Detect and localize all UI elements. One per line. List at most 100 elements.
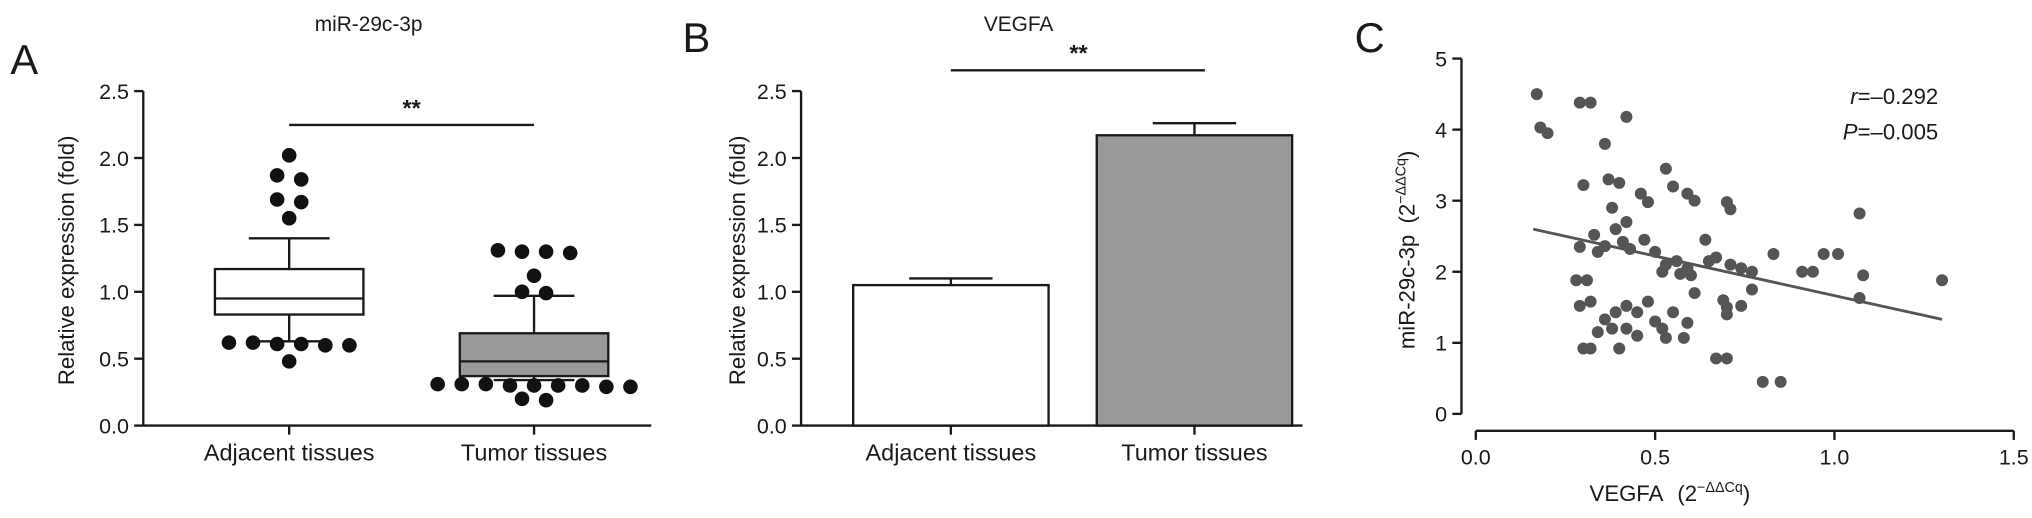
r-value: =–0.292 (1858, 84, 1939, 109)
y-tick-label: 0.0 (99, 414, 129, 438)
scatter-point (1609, 306, 1622, 319)
y-tick-label: 1.5 (757, 214, 787, 238)
plot-area: 0.0 0.5 1.0 1.5 2.0 2.5 Adjacent tissues Tumor … (757, 80, 1294, 466)
y-tick-label: 3 (1435, 190, 1447, 214)
y-tick-label: 1.0 (757, 281, 787, 305)
scatter-point (1606, 201, 1619, 214)
outlier-point (478, 376, 494, 392)
y-tick-label: 1.0 (99, 281, 129, 305)
panel-b: B VEGFA Relative expression (fold) ** 0.… (683, 13, 1303, 466)
scatter-point (1688, 194, 1701, 207)
box-plot-tumor-tissues (430, 243, 638, 408)
scatter-point (1699, 233, 1712, 246)
scatter-point (1541, 127, 1554, 140)
y-tick-label: 2 (1435, 261, 1447, 285)
scatter-point (1598, 137, 1611, 150)
y-axis-label: Relative expression (fold) (725, 136, 750, 386)
scatter-point (1631, 306, 1644, 319)
scatter-point (1584, 342, 1597, 355)
scatter-point (1724, 258, 1737, 271)
scatter-point (1584, 295, 1597, 308)
outlier-point (502, 378, 518, 393)
scatter-point (1756, 375, 1769, 388)
x-tick-label: Tumor tissues (1121, 440, 1267, 466)
x-axis-label-exponent: −ΔΔCq (1697, 480, 1743, 496)
scatter-point (1659, 331, 1672, 344)
x-tick-label: 1.5 (1999, 446, 2029, 470)
outlier-point (454, 376, 470, 392)
box-iqr (213, 267, 365, 316)
bar-group-adjacent-tissues (852, 277, 1050, 427)
scatter-point (1573, 240, 1586, 253)
scatter-point (1796, 265, 1809, 278)
p-value-text: =–0.005 (1858, 119, 1939, 144)
x-axis-label-unit: (2 (1677, 481, 1697, 506)
outlier-point (245, 335, 261, 350)
scatter-point (1656, 322, 1669, 335)
panel-a: A miR-29c-3p Relative expression (fold) … (10, 13, 652, 466)
scatter-point (1591, 326, 1604, 339)
x-tick-label: 1.0 (1820, 446, 1850, 470)
outlier-point (269, 336, 285, 352)
x-axis-label-text: VEGFA (1590, 481, 1664, 506)
x-tick-label: 0.0 (1461, 446, 1491, 470)
x-axis-label: VEGFA (2−ΔΔCq) (1590, 480, 1751, 506)
y-tick-label: 2.0 (99, 147, 129, 171)
scatter-point (1735, 262, 1748, 275)
plot-area: 0.0 0.5 1.0 1.5 2.0 2.5 Adjacent tissues Tumor … (99, 80, 638, 466)
y-axis-label: miR-29c-3p (2−ΔΔCq) (1393, 151, 1419, 349)
scatter-point (1606, 322, 1619, 335)
scatter-point (1677, 331, 1690, 344)
scatter-point (1613, 176, 1626, 189)
x-axis-label-close: ) (1743, 481, 1750, 506)
chart-title: VEGFA (984, 13, 1054, 36)
r-symbol: r (1850, 84, 1859, 109)
y-axis-label-text: miR-29c-3p (1395, 235, 1420, 349)
scatter-point (1580, 274, 1593, 287)
scatter-point (1806, 265, 1819, 278)
outlier-point (599, 379, 614, 395)
y-tick-label: 0.5 (757, 348, 787, 372)
outlier-point (526, 268, 542, 284)
y-tick-label: 1 (1435, 332, 1447, 356)
scatter-point (1745, 265, 1758, 278)
scatter-point (1641, 196, 1654, 209)
scatter-point (1634, 187, 1647, 200)
correlation-r: r=–0.292 (1850, 84, 1938, 109)
scatter-point (1720, 352, 1733, 365)
outlier-point (514, 244, 530, 259)
scatter-point (1631, 329, 1644, 342)
scatter-point (1620, 299, 1633, 312)
p-symbol: P (1843, 119, 1858, 144)
scatter-point (1720, 308, 1733, 321)
y-tick-label: 5 (1435, 47, 1447, 71)
y-axis-label-close: ) (1395, 151, 1420, 158)
y-tick-label: 1.5 (99, 214, 129, 238)
x-tick-label: Adjacent tissues (866, 440, 1037, 466)
chart-title: miR-29c-3p (315, 13, 423, 36)
scatter-point (1857, 269, 1870, 282)
scatter-point (1573, 96, 1586, 109)
outlier-point (293, 336, 309, 352)
scatter-point (1638, 233, 1651, 246)
scatter-point (1656, 265, 1669, 278)
bar-group-tumor-tissues (1095, 122, 1294, 427)
outlier-point (490, 243, 506, 258)
scatter-point (1688, 287, 1701, 300)
outlier-point (221, 335, 237, 350)
scatter-point (1584, 96, 1597, 109)
scatter-point (1588, 228, 1601, 241)
scatter-point (1598, 313, 1611, 326)
bar-tumor-tissues (1095, 134, 1294, 427)
scatter-point (1936, 274, 1949, 287)
outlier-point (514, 391, 530, 407)
y-axis-label-exponent: −ΔΔCq (1393, 158, 1409, 204)
outlier-point (574, 378, 590, 393)
scatter-point (1659, 162, 1672, 175)
outlier-point (293, 194, 309, 210)
outlier-point (538, 392, 554, 408)
panel-c: C miR-29c-3p (2−ΔΔCq) VEGFA (2−ΔΔCq) r=–… (1355, 14, 2029, 506)
panel-letter: A (10, 36, 38, 83)
scatter-point (1832, 248, 1845, 260)
